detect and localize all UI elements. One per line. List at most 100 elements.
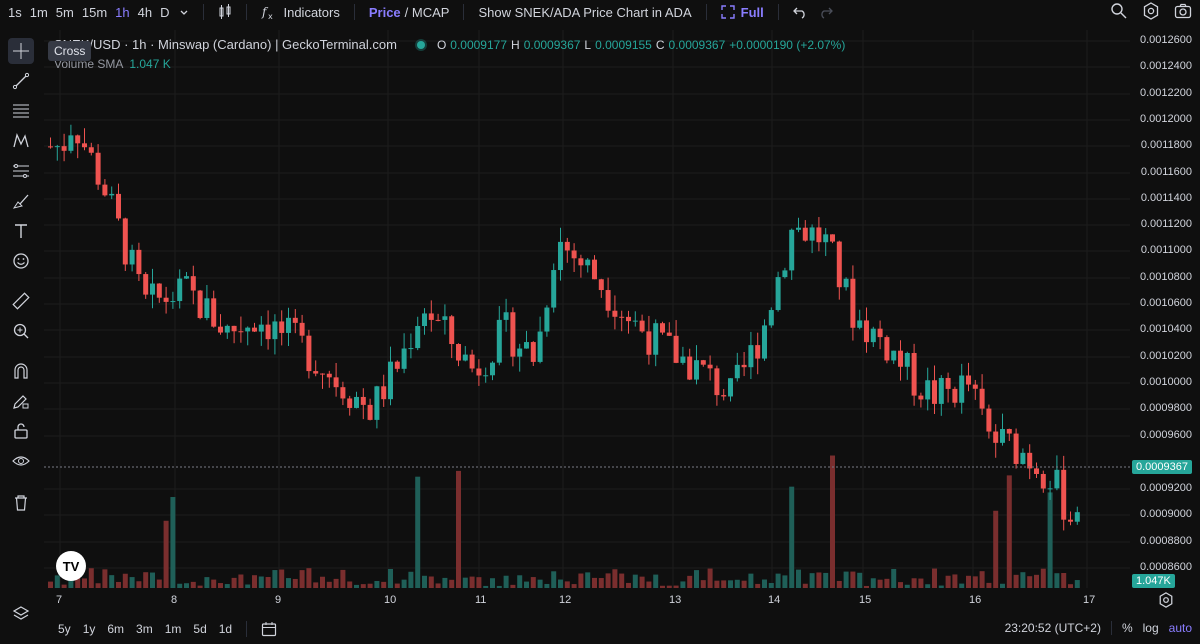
candle bbox=[326, 373, 332, 378]
show-ada-chart-button[interactable]: Show SNEK/ADA Price Chart in ADA bbox=[472, 5, 697, 20]
price-mcap-toggle[interactable]: Price / MCAP bbox=[363, 5, 456, 20]
volume-bar bbox=[428, 576, 434, 588]
timeframe-group: 1s 1m 5m 15m 1h 4h D bbox=[0, 5, 173, 20]
price-label: Price bbox=[368, 4, 401, 20]
brush-tool[interactable] bbox=[8, 188, 34, 214]
volume-bar bbox=[218, 583, 223, 588]
timeframe-dropdown[interactable] bbox=[173, 7, 195, 17]
timeframe-1m[interactable]: 1m bbox=[29, 4, 48, 20]
candle bbox=[435, 319, 441, 321]
price-tick-label: 0.0008600 bbox=[1140, 561, 1192, 573]
volume-bar bbox=[238, 574, 244, 588]
candle bbox=[945, 377, 951, 389]
zoom-tool[interactable] bbox=[8, 318, 34, 344]
stay-drawing-tool[interactable] bbox=[8, 388, 34, 414]
volume-bar bbox=[993, 510, 999, 588]
price-tick-label: 0.0011200 bbox=[1140, 218, 1192, 230]
candle bbox=[734, 364, 740, 379]
candle bbox=[340, 387, 346, 399]
volume-bar bbox=[639, 576, 645, 588]
candle-type-button[interactable] bbox=[212, 4, 238, 20]
volume-bar bbox=[129, 577, 135, 588]
open-value: 0.0009177 bbox=[450, 37, 508, 52]
fib-tool[interactable] bbox=[8, 158, 34, 184]
fullscreen-icon bbox=[720, 5, 735, 19]
quick-search-button[interactable] bbox=[1110, 2, 1128, 23]
timeframe-4h[interactable]: 4h bbox=[137, 4, 153, 20]
volume-bar bbox=[891, 568, 897, 588]
range-5y[interactable]: 5y bbox=[58, 622, 71, 636]
log-toggle[interactable]: log bbox=[1142, 621, 1159, 635]
volume-bar bbox=[116, 581, 121, 588]
volume-bar bbox=[177, 583, 183, 588]
candle bbox=[61, 146, 67, 151]
price-tick-label: 0.0010600 bbox=[1140, 297, 1192, 309]
candle bbox=[626, 316, 631, 322]
candle bbox=[564, 241, 570, 251]
candle bbox=[1068, 519, 1073, 522]
emoji-tool[interactable] bbox=[8, 248, 34, 274]
remove-drawings-tool[interactable] bbox=[8, 490, 34, 516]
volume-bar bbox=[612, 569, 618, 588]
timeframe-5m[interactable]: 5m bbox=[55, 4, 74, 20]
candle bbox=[238, 331, 244, 333]
candle bbox=[918, 395, 924, 400]
range-1y[interactable]: 1y bbox=[82, 622, 96, 636]
hide-tool[interactable] bbox=[8, 448, 34, 474]
undo-button[interactable] bbox=[787, 5, 813, 19]
axis-settings-button[interactable] bbox=[1158, 592, 1174, 613]
timeframe-15m[interactable]: 15m bbox=[81, 4, 108, 20]
volume-bar bbox=[966, 575, 971, 588]
close-key: C bbox=[655, 37, 665, 52]
goto-date-button[interactable] bbox=[255, 621, 283, 637]
candle bbox=[367, 404, 373, 420]
range-6m[interactable]: 6m bbox=[107, 622, 125, 636]
candle bbox=[904, 353, 910, 367]
measure-tool[interactable] bbox=[8, 288, 34, 314]
candle bbox=[75, 135, 81, 144]
candle bbox=[680, 356, 686, 363]
timeframe-1s[interactable]: 1s bbox=[8, 4, 22, 20]
price-tick-label: 0.0009000 bbox=[1140, 508, 1192, 520]
range-1d[interactable]: 1d bbox=[218, 622, 233, 636]
auto-toggle[interactable]: auto bbox=[1168, 621, 1192, 635]
range-3m[interactable]: 3m bbox=[136, 622, 153, 636]
volume-bar bbox=[496, 585, 502, 588]
volume-bar bbox=[823, 572, 829, 588]
volume-bar bbox=[564, 581, 570, 588]
object-tree-button[interactable] bbox=[8, 601, 34, 627]
range-5d[interactable]: 5d bbox=[193, 622, 207, 636]
tradingview-logo[interactable]: TV bbox=[56, 551, 86, 581]
pattern-tool[interactable] bbox=[8, 128, 34, 154]
lock-tool[interactable] bbox=[8, 418, 34, 444]
percent-toggle[interactable]: % bbox=[1121, 621, 1133, 635]
timeframe-D[interactable]: D bbox=[160, 4, 170, 20]
candle bbox=[1006, 429, 1012, 434]
fullscreen-button[interactable]: Full bbox=[715, 5, 770, 20]
range-1m[interactable]: 1m bbox=[164, 622, 182, 636]
volume-bar bbox=[109, 575, 115, 588]
volume-bar bbox=[734, 579, 740, 588]
redo-button[interactable] bbox=[813, 5, 839, 19]
volume-bar bbox=[299, 570, 305, 588]
candle bbox=[156, 283, 162, 298]
candle bbox=[252, 327, 257, 332]
volume-bar bbox=[245, 584, 251, 588]
candle bbox=[877, 328, 883, 338]
volume-bar bbox=[510, 584, 516, 588]
timeframe-1h[interactable]: 1h bbox=[115, 4, 130, 20]
candle bbox=[585, 259, 591, 266]
crosshair-tool[interactable] bbox=[8, 38, 34, 64]
settings-button[interactable] bbox=[1142, 2, 1160, 23]
trendline-tool[interactable] bbox=[8, 68, 34, 94]
text-tool[interactable] bbox=[8, 218, 34, 244]
volume-bar bbox=[401, 579, 407, 588]
snapshot-button[interactable] bbox=[1174, 2, 1192, 23]
volume-bar bbox=[544, 583, 550, 588]
magnet-tool[interactable] bbox=[8, 358, 34, 384]
lock-icon bbox=[14, 423, 28, 439]
clock-timezone[interactable]: 23:20:52 (UTC+2) bbox=[1004, 621, 1101, 635]
horizontal-lines-tool[interactable] bbox=[8, 98, 34, 124]
